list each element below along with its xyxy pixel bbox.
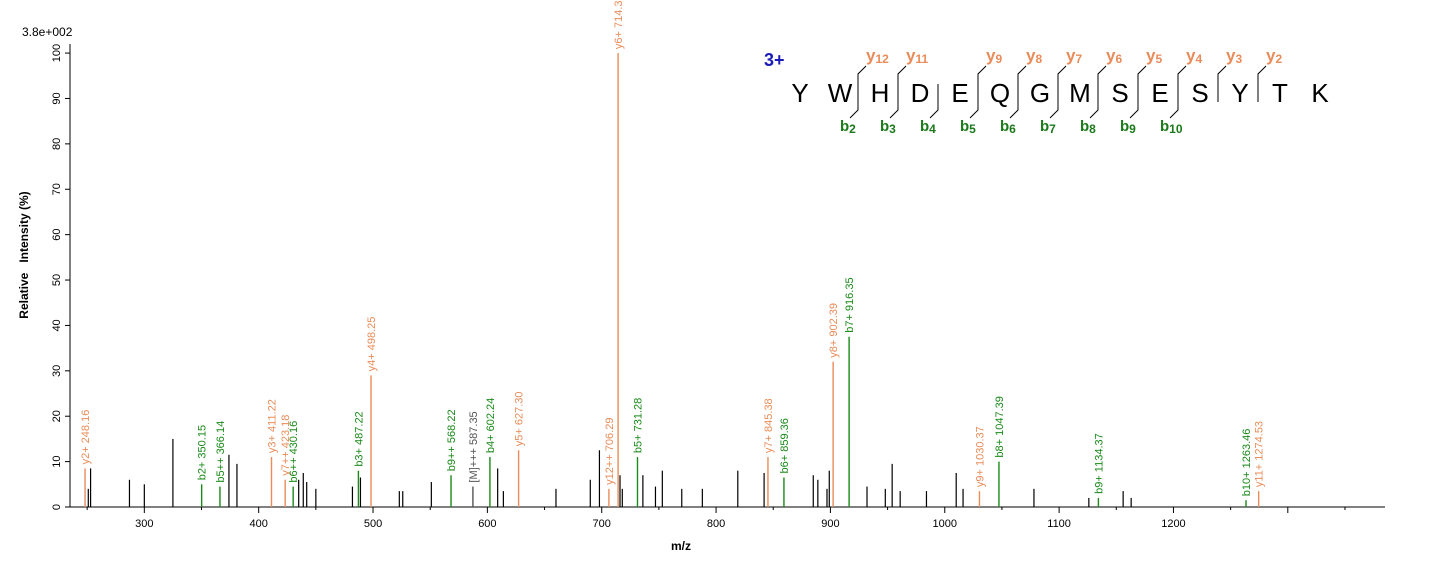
x-tick-label: 1000 bbox=[933, 518, 957, 530]
b-ion-label: b9 bbox=[1120, 118, 1136, 136]
peak-label: y6+ 714.33 bbox=[613, 0, 625, 49]
residue-letter: K bbox=[1311, 78, 1329, 108]
y-ion-label: y8 bbox=[1026, 46, 1043, 66]
b-cleavage-mark bbox=[1089, 84, 1099, 119]
peak-label: y9+ 1030.37 bbox=[974, 426, 986, 487]
x-tick-label: 600 bbox=[478, 518, 496, 530]
charge-state: 3+ bbox=[764, 50, 785, 70]
x-tick-label: 400 bbox=[249, 518, 267, 530]
residue-letter: Q bbox=[989, 78, 1011, 108]
y-tick-label: 60 bbox=[51, 229, 63, 241]
y-ion-label: y4 bbox=[1186, 46, 1203, 66]
peak-label: y8+ 902.39 bbox=[828, 303, 840, 358]
cleavage-markers bbox=[849, 65, 1267, 119]
peak-label: y7+ 845.38 bbox=[763, 398, 775, 453]
residue-letter: Y bbox=[791, 78, 809, 108]
y-tick-label: 50 bbox=[51, 274, 63, 286]
peak-label: b6+ 859.36 bbox=[779, 418, 791, 473]
peak-label: y3+ 411.22 bbox=[267, 399, 279, 453]
b-cleavage-mark bbox=[1009, 84, 1019, 119]
peak-label: b10+ 1263.46 bbox=[1241, 429, 1253, 497]
b-cleavage-mark bbox=[1129, 84, 1139, 119]
x-tick-label: 700 bbox=[593, 518, 611, 530]
y-ion-label: y3 bbox=[1226, 46, 1243, 66]
x-axis-title: m/z bbox=[671, 539, 691, 553]
peak-label: b7+ 916.35 bbox=[844, 277, 856, 332]
peak-label: b6++ 430.16 bbox=[288, 421, 300, 483]
b-ion-label: b3 bbox=[880, 118, 896, 136]
peak-label: b4+ 602.24 bbox=[485, 398, 497, 453]
y-tick-label: 10 bbox=[51, 455, 63, 467]
b-cleavage-mark bbox=[889, 84, 899, 119]
b-ion-label: b7 bbox=[1040, 118, 1056, 136]
x-tick-label: 900 bbox=[821, 518, 839, 530]
y-ion-label: y9 bbox=[986, 46, 1003, 66]
y-ion-label: y2 bbox=[1266, 46, 1283, 66]
peak-label: b3+ 487.22 bbox=[353, 411, 365, 466]
y-tick-label: 30 bbox=[51, 365, 63, 377]
residue-letter: S bbox=[1111, 78, 1129, 108]
axes: 0 10 20 30 40 50 60 70 80 90 100 300 400 500 600 700 800… bbox=[51, 44, 1385, 530]
residue-letter: G bbox=[1029, 78, 1051, 108]
b-cleavage-mark bbox=[1169, 84, 1179, 119]
peak-labels-layer: y2+ 248.16 b2+ 350.15 b5++ 366.14 y3+ 411.2… bbox=[80, 0, 1266, 496]
b-cleavage-mark bbox=[849, 84, 859, 119]
residue-letter: T bbox=[1272, 78, 1288, 108]
peak-label: [M]+++ 587.35 bbox=[468, 411, 480, 482]
residue-letter: E bbox=[951, 78, 969, 108]
peak-label: b2+ 350.15 bbox=[197, 425, 209, 480]
peak-label: b5+ 731.28 bbox=[632, 398, 644, 453]
y-ion-label: y12 bbox=[866, 46, 889, 66]
peaks-layer bbox=[84, 53, 1260, 507]
residue-letter: D bbox=[910, 78, 930, 108]
peak-label: y4+ 498.25 bbox=[366, 317, 378, 372]
y-ion-label: y6 bbox=[1106, 46, 1123, 66]
x-tick-label: 1100 bbox=[1047, 518, 1071, 530]
y-ion-label: y7 bbox=[1066, 46, 1083, 66]
peak-label: b9++ 568.22 bbox=[446, 409, 458, 471]
y-cleavage-mark bbox=[1257, 65, 1267, 102]
b-ion-label: b2 bbox=[840, 118, 856, 136]
b-ion-label: b6 bbox=[1000, 118, 1016, 136]
b-ion-label: b10 bbox=[1160, 118, 1183, 136]
x-tick-label: 500 bbox=[364, 518, 382, 530]
y-tick-label: 80 bbox=[51, 138, 63, 150]
y-axis-title: Relative Intensity (%) bbox=[17, 191, 31, 318]
y-ion-label: y5 bbox=[1146, 46, 1163, 66]
peak-label: y2+ 248.16 bbox=[80, 410, 92, 465]
b-cleavage-mark bbox=[1049, 84, 1059, 119]
b-cleavage-mark bbox=[929, 84, 939, 119]
b-cleavage-mark bbox=[969, 84, 979, 119]
b-ion-label: b8 bbox=[1080, 118, 1096, 136]
y-tick-label: 20 bbox=[51, 410, 63, 422]
b-ion-label: b5 bbox=[960, 118, 976, 136]
y-tick-label: 70 bbox=[51, 183, 63, 195]
x-tick-label: 1200 bbox=[1161, 518, 1185, 530]
y-tick-label: 40 bbox=[51, 319, 63, 331]
max-intensity-label: 3.8e+002 bbox=[22, 25, 73, 39]
y-tick-label: 100 bbox=[51, 44, 63, 62]
residue-letter: Y bbox=[1231, 78, 1249, 108]
peak-label: y5+ 627.30 bbox=[514, 392, 526, 447]
peak-label: y11+ 1274.53 bbox=[1254, 421, 1266, 487]
y-cleavage-mark bbox=[1217, 65, 1227, 102]
peak-label: b8+ 1047.39 bbox=[994, 396, 1006, 457]
peak-label: y7++ 423.18 bbox=[280, 415, 292, 476]
x-tick-label: 800 bbox=[707, 518, 725, 530]
y-tick-label: 0 bbox=[51, 504, 63, 510]
peak-label: b9+ 1134.37 bbox=[1093, 433, 1105, 494]
peak-label: y12++ 706.29 bbox=[604, 418, 616, 485]
y-tick-label: 90 bbox=[51, 92, 63, 104]
b-ion-label: b4 bbox=[920, 118, 936, 136]
residue-letter: H bbox=[870, 78, 890, 108]
residue-letter: W bbox=[827, 78, 853, 108]
residue-letter: M bbox=[1069, 78, 1091, 108]
peak-label: b5++ 366.14 bbox=[215, 421, 227, 483]
y-ion-label: y11 bbox=[906, 46, 929, 66]
residue-letter: S bbox=[1191, 78, 1209, 108]
x-tick-label: 300 bbox=[135, 518, 153, 530]
residue-letter: E bbox=[1151, 78, 1169, 108]
